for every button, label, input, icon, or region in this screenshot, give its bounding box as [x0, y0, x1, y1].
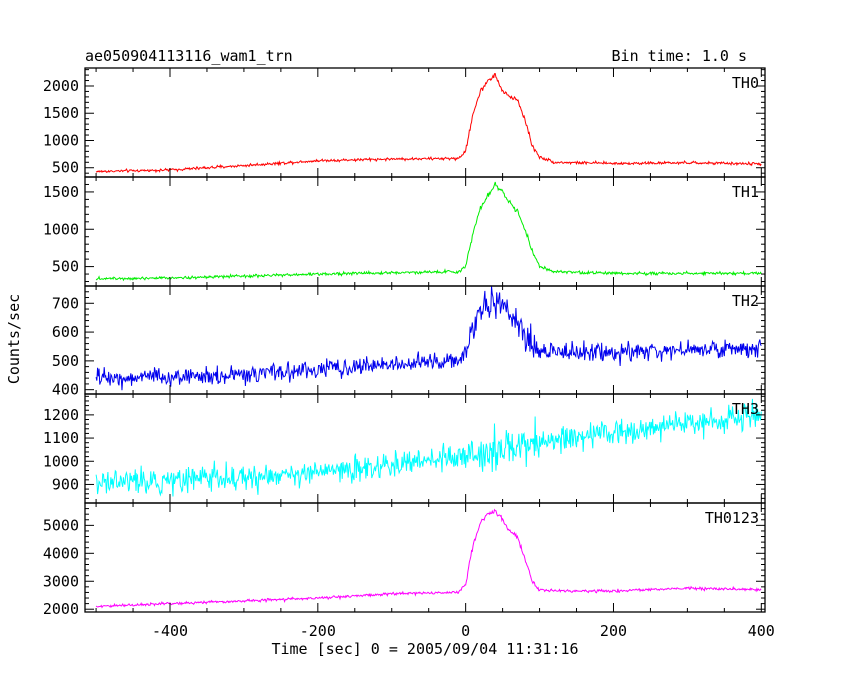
y-tick-label: 1000	[43, 220, 79, 238]
series-line-th0	[95, 72, 762, 174]
y-tick-label: 500	[52, 258, 79, 276]
y-tick-label: 1000	[43, 452, 79, 470]
panel-th3: 900 1000 1100 1200 TH3	[43, 393, 766, 504]
series-line-th3	[95, 398, 762, 497]
panel-th1: 500 1000 1500 TH1	[43, 176, 766, 287]
panel-th0: 500 1000 1500 2000 TH0	[43, 67, 766, 178]
series-line-th0123	[95, 508, 762, 609]
y-tick-label: 4000	[43, 544, 79, 562]
y-tick-label: 1000	[43, 131, 79, 149]
y-tick-label: 2000	[43, 77, 79, 95]
x-tick-label: -200	[300, 622, 336, 640]
panels-group: 500 1000 1500 2000 TH0 500 1000 1500 TH1 400 500 60…	[43, 67, 766, 618]
y-tick-label: 1500	[43, 183, 79, 201]
y-tick-label: 500	[52, 352, 79, 370]
x-tick-label: 200	[600, 622, 627, 640]
panel-name-th0: TH0	[732, 74, 759, 92]
y-tick-label: 900	[52, 475, 79, 493]
y-tick-label: 400	[52, 381, 79, 399]
y-tick-label: 500	[52, 159, 79, 177]
panel-th0123: 2000 3000 4000 5000 TH0123	[43, 502, 766, 618]
series-line-th1	[95, 181, 762, 282]
y-tick-label: 2000	[43, 600, 79, 618]
x-tick-label: -400	[152, 622, 188, 640]
y-tick-label: 3000	[43, 572, 79, 590]
x-tick-label: 400	[748, 622, 775, 640]
panel-frame	[84, 67, 766, 178]
x-axis-label: Time [sec] 0 = 2005/09/04 11:31:16	[271, 640, 578, 658]
panel-name-th2: TH2	[732, 292, 759, 310]
y-tick-label: 1100	[43, 429, 79, 447]
x-tick-label: 0	[461, 622, 470, 640]
chart-title: ae050904113116_wam1_trn	[85, 47, 293, 65]
y-axis-label: Counts/sec	[5, 294, 23, 384]
panel-name-th3: TH3	[732, 400, 759, 418]
y-tick-label: 5000	[43, 516, 79, 534]
y-tick-label: 1200	[43, 406, 79, 424]
panel-name-th0123: TH0123	[705, 509, 759, 527]
panel-frame	[84, 176, 766, 287]
panel-th2: 400 500 600 700 TH2	[52, 285, 766, 399]
x-axis: -400 -200 0 200 400	[152, 622, 775, 640]
panel-frame	[84, 502, 766, 613]
bin-time-label: Bin time: 1.0 s	[612, 47, 747, 65]
y-tick-label: 600	[52, 323, 79, 341]
y-tick-label: 700	[52, 294, 79, 312]
panel-name-th1: TH1	[732, 183, 759, 201]
y-tick-label: 1500	[43, 104, 79, 122]
series-line-th2	[95, 285, 762, 391]
